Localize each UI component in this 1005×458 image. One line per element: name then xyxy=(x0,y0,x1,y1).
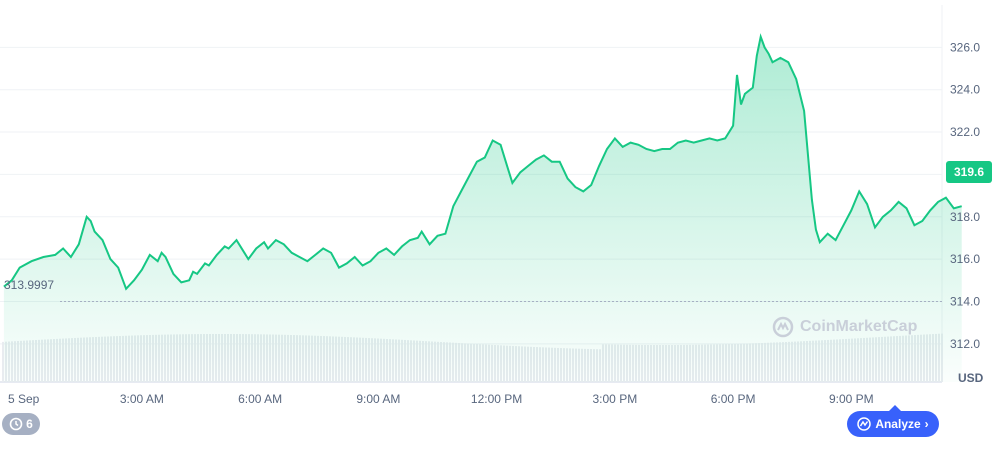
y-tick-label: 324.0 xyxy=(950,83,980,97)
history-clock-icon xyxy=(9,417,23,431)
y-tick-label: 318.0 xyxy=(950,210,980,224)
current-price-value: 319.6 xyxy=(953,165,985,179)
history-button[interactable]: 6 xyxy=(2,413,40,435)
currency-unit-label: USD xyxy=(958,371,984,385)
coinmarketcap-logo-icon xyxy=(772,316,794,338)
price-area-fill xyxy=(3,36,962,383)
x-tick-label: 3:00 AM xyxy=(120,392,164,406)
y-tick-label: 314.0 xyxy=(950,294,980,308)
x-tick-label: 3:00 PM xyxy=(593,392,638,406)
y-tick-label: 322.0 xyxy=(950,125,980,139)
x-tick-label: 6:00 AM xyxy=(238,392,282,406)
x-tick-label: 6:00 PM xyxy=(711,392,756,406)
analyze-button[interactable]: Analyze › xyxy=(847,405,939,437)
price-line[interactable] xyxy=(3,33,962,291)
x-tick-label: 5 Sep xyxy=(8,392,40,406)
x-tick-label: 9:00 PM xyxy=(829,392,874,406)
analyze-icon xyxy=(857,417,872,431)
watermark-text: CoinMarketCap xyxy=(800,318,918,335)
x-tick-label: 9:00 AM xyxy=(356,392,400,406)
history-count: 6 xyxy=(26,417,33,431)
chevron-right-icon: › xyxy=(924,417,929,431)
current-price-badge: 319.6 xyxy=(946,161,992,183)
x-tick-label: 12:00 PM xyxy=(471,392,522,406)
y-tick-label: 312.0 xyxy=(950,337,980,351)
y-tick-label: 326.0 xyxy=(950,40,980,54)
analyze-label: Analyze xyxy=(875,417,921,431)
y-tick-label: 316.0 xyxy=(950,252,980,266)
volume-bar xyxy=(2,341,4,382)
coinmarketcap-watermark: CoinMarketCap xyxy=(772,316,917,338)
reference-price-label: 313.9997 xyxy=(4,278,55,292)
